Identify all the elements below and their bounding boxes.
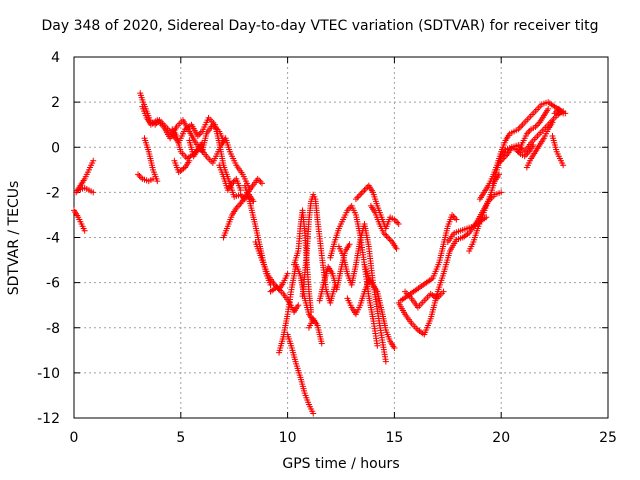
- series-38: [551, 105, 567, 117]
- data-point: [391, 345, 398, 352]
- x-tick-label: 10: [279, 430, 297, 446]
- data-point: [352, 196, 359, 203]
- series-17: [291, 207, 315, 315]
- x-tick-label: 15: [385, 430, 403, 446]
- data-point: [526, 127, 533, 134]
- series-24: [352, 182, 402, 232]
- data-point: [549, 119, 556, 126]
- data-point: [136, 172, 143, 179]
- series-3: [135, 171, 157, 185]
- data-point: [545, 105, 552, 112]
- data-point: [237, 187, 244, 194]
- x-tick-label: 20: [492, 430, 510, 446]
- series-23: [344, 277, 372, 318]
- series-16: [284, 331, 317, 417]
- data-point: [354, 194, 361, 201]
- series-8: [171, 157, 193, 176]
- series-36: [523, 119, 556, 171]
- data-point: [186, 157, 193, 164]
- data-point: [453, 216, 460, 223]
- x-tick-label: 5: [176, 430, 185, 446]
- data-point: [386, 236, 393, 243]
- series-19: [305, 315, 325, 347]
- data-point: [392, 217, 399, 224]
- data-point: [90, 157, 97, 164]
- data-point: [560, 162, 567, 169]
- y-tick-label: 4: [51, 50, 60, 66]
- data-point: [81, 227, 88, 234]
- series-20: [316, 241, 353, 304]
- series-6: [141, 135, 161, 185]
- y-tick-label: -2: [46, 185, 60, 201]
- series-25: [367, 202, 400, 252]
- series-27: [395, 189, 505, 338]
- data-point: [393, 245, 400, 252]
- data-point: [498, 189, 505, 196]
- data-point: [440, 288, 447, 295]
- series-35: [515, 105, 552, 155]
- x-tick-label: 0: [70, 430, 79, 446]
- axes: 0 5 10 15 20 25 -12 -10 -8 -6 -4 -2 0 2 4: [37, 50, 617, 446]
- y-tick-label: -4: [46, 231, 60, 247]
- series-22: [335, 220, 389, 365]
- data-point: [383, 232, 390, 239]
- data-point: [135, 171, 142, 178]
- y-tick-label: -6: [46, 276, 60, 292]
- data-point: [374, 342, 381, 349]
- series-13: [252, 239, 291, 293]
- data-point: [361, 187, 368, 194]
- y-tick-label: -12: [37, 411, 60, 427]
- data-point: [516, 124, 523, 131]
- y-tick-label: 2: [51, 95, 60, 111]
- series-28: [397, 211, 460, 304]
- data-point: [533, 122, 540, 129]
- series-31: [466, 171, 503, 255]
- data-point: [199, 139, 206, 146]
- x-axis-label: GPS time / hours: [282, 456, 400, 472]
- data-point: [394, 219, 401, 226]
- data-point: [318, 340, 325, 347]
- x-tick-label: 25: [599, 430, 617, 446]
- series-37: [549, 132, 567, 169]
- y-axis-label: SDTVAR / TECUs: [6, 180, 22, 296]
- data-point: [358, 190, 365, 197]
- data-point: [560, 110, 567, 117]
- y-tick-label: 0: [51, 140, 60, 156]
- data-point: [360, 188, 367, 195]
- series-26: [361, 261, 398, 352]
- series-9: [186, 137, 206, 160]
- data-point: [257, 178, 264, 185]
- data-point: [308, 308, 315, 315]
- data-point: [518, 123, 525, 130]
- data-point: [284, 270, 291, 277]
- series-0: [71, 207, 88, 234]
- data-point: [154, 178, 161, 185]
- data-point: [384, 234, 391, 241]
- data-points: [71, 90, 569, 417]
- chart-title: Day 348 of 2020, Sidereal Day-to-day VTE…: [41, 18, 599, 34]
- data-point: [355, 193, 362, 200]
- series-2: [75, 184, 97, 196]
- data-point: [310, 410, 317, 417]
- data-point: [523, 151, 530, 158]
- data-point: [382, 358, 389, 365]
- data-point: [346, 241, 353, 248]
- y-tick-label: -10: [37, 366, 60, 382]
- data-point: [530, 141, 537, 148]
- data-point: [451, 214, 458, 221]
- data-point: [357, 191, 364, 198]
- series-29: [402, 288, 447, 311]
- data-point: [395, 220, 402, 227]
- data-point: [90, 189, 97, 196]
- series-14: [267, 284, 302, 315]
- data-point: [295, 302, 302, 309]
- series-10: [216, 162, 244, 194]
- y-tick-label: -8: [46, 321, 60, 337]
- data-point: [258, 180, 265, 187]
- grid: [74, 57, 608, 418]
